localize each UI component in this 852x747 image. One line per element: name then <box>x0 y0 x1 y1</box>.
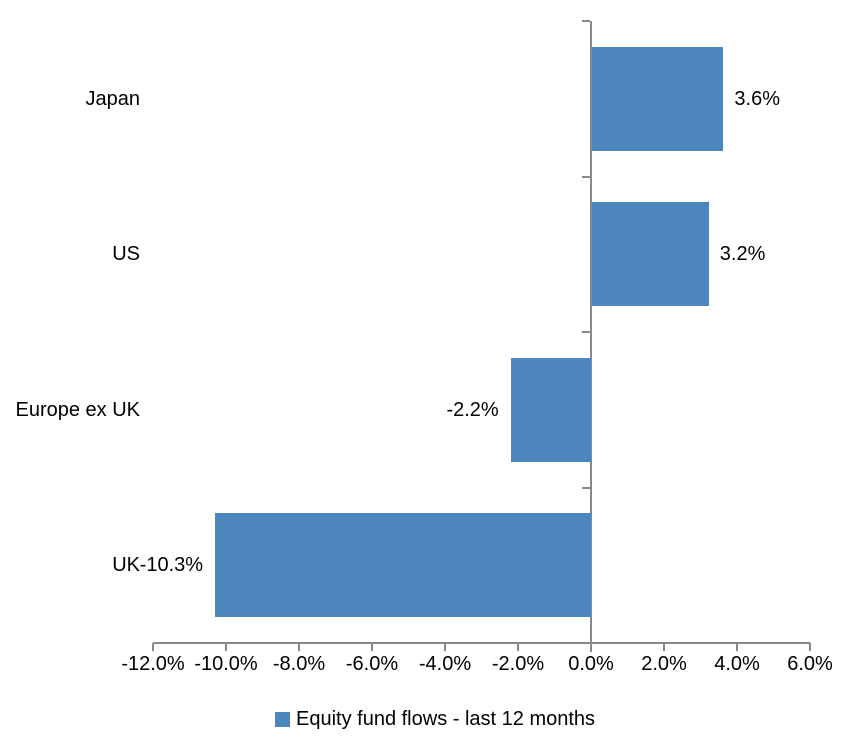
y-tick <box>582 642 590 644</box>
x-tick-label: -2.0% <box>491 653 545 675</box>
x-axis-line <box>153 642 810 644</box>
x-tick-label: -12.0% <box>121 653 185 675</box>
x-tick-label: -4.0% <box>418 653 472 675</box>
x-tick-label: 4.0% <box>714 653 760 675</box>
y-axis-line <box>590 21 592 652</box>
x-tick-label: 2.0% <box>641 653 687 675</box>
value-label: 3.2% <box>719 243 766 266</box>
x-tick <box>736 643 738 651</box>
bar <box>592 202 709 307</box>
legend: Equity fund flows - last 12 months <box>275 707 595 731</box>
x-tick <box>298 643 300 651</box>
x-tick-label: -6.0% <box>345 653 399 675</box>
category-label: Europe ex UK <box>15 398 140 421</box>
y-tick <box>582 175 590 178</box>
bar <box>592 46 724 151</box>
legend-label: Equity fund flows - last 12 months <box>296 708 596 730</box>
x-tick <box>517 643 519 651</box>
x-tick <box>225 643 227 651</box>
category-label: UK <box>112 554 140 577</box>
y-tick <box>582 20 590 22</box>
bar <box>510 357 591 462</box>
legend-marker <box>275 711 290 727</box>
y-tick <box>582 486 590 489</box>
category-label: US <box>112 243 140 266</box>
value-label: -2.2% <box>446 398 499 421</box>
bar <box>215 513 591 618</box>
x-tick-label: 6.0% <box>787 653 833 675</box>
x-tick-label: -8.0% <box>272 653 326 675</box>
x-tick <box>663 643 665 651</box>
x-tick-label: -10.0% <box>194 653 258 675</box>
value-label: -10.3% <box>139 554 204 577</box>
category-label: Japan <box>85 87 141 110</box>
value-label: 3.6% <box>734 87 780 110</box>
x-tick <box>809 643 811 651</box>
x-tick-label: 0.0% <box>568 653 614 675</box>
y-tick <box>582 331 590 333</box>
x-tick <box>590 643 592 651</box>
x-tick <box>152 643 154 651</box>
x-tick <box>371 643 373 651</box>
x-tick <box>444 643 446 651</box>
